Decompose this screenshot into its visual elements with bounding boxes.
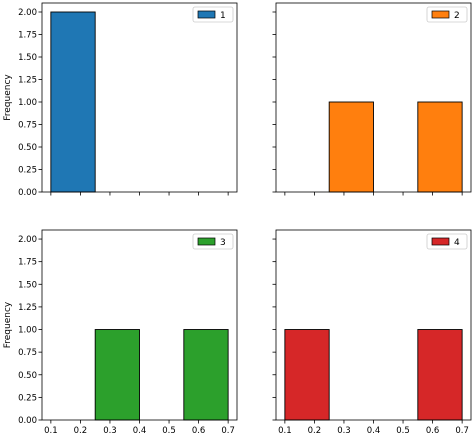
subplot-1: 0.00 0.25 0.50 0.75 1.00 1.25 1.50 1.75 2.00 Freq…: [3, 2, 238, 198]
legend: 4: [426, 233, 468, 250]
legend-label: 3: [220, 238, 226, 248]
y-tick-label: 0.50: [18, 371, 37, 381]
legend-label: 2: [454, 11, 460, 21]
y-tick-label: 0.25: [18, 166, 37, 176]
histogram-bar: [94, 329, 140, 421]
y-axis-label: Frequency: [3, 301, 13, 348]
x-tick-label: 0.6: [426, 426, 440, 436]
y-tick-label: 1.00: [18, 326, 37, 336]
legend: 2: [426, 6, 468, 23]
y-tick-label: 1.75: [18, 31, 37, 41]
legend-swatch: [197, 10, 216, 19]
y-tick-label: 1.50: [18, 280, 37, 290]
histogram-bar: [417, 329, 463, 421]
x-tick-label: 0.2: [308, 426, 322, 436]
x-tick-label: 0.3: [337, 426, 351, 436]
histogram-bar: [183, 329, 229, 421]
y-tick-label: 0.00: [18, 188, 37, 198]
x-tick-label: 0.2: [74, 426, 88, 436]
legend-swatch: [431, 10, 450, 19]
y-tick-label: 1.00: [18, 98, 37, 108]
y-tick-label: 0.75: [18, 121, 37, 131]
subplot-4: 0.1 0.2 0.3 0.4 0.5 0.6 0.7 4: [272, 229, 472, 436]
x-tick-label: 0.6: [192, 426, 206, 436]
y-axis-label: Frequency: [3, 74, 13, 121]
x-tick-label: 0.5: [162, 426, 176, 436]
y-tick-label: 0.25: [18, 393, 37, 403]
y-tick-label: 0.00: [18, 416, 37, 426]
subplot-3: 0.00 0.25 0.50 0.75 1.00 1.25 1.50 1.75 2.00 0.1 0…: [3, 229, 238, 436]
y-tick-label: 1.25: [18, 303, 37, 313]
histogram-bar: [417, 101, 463, 193]
legend-label: 1: [220, 11, 226, 21]
legend-swatch: [197, 237, 216, 246]
legend-label: 4: [454, 238, 460, 248]
legend: 1: [192, 6, 234, 23]
y-tick-label: 1.50: [18, 53, 37, 63]
y-tick-label: 2.00: [18, 235, 37, 245]
y-tick-label: 1.75: [18, 258, 37, 268]
x-tick-label: 0.1: [44, 426, 58, 436]
x-tick-label: 0.5: [396, 426, 410, 436]
histogram-bar: [284, 329, 330, 421]
subplot-2: 2: [272, 2, 472, 196]
x-tick-label: 0.7: [455, 426, 469, 436]
legend: 3: [192, 233, 234, 250]
x-tick-label: 0.3: [103, 426, 117, 436]
y-tick-label: 0.50: [18, 143, 37, 153]
legend-swatch: [431, 237, 450, 246]
histogram-bar: [328, 101, 374, 193]
x-tick-label: 0.1: [278, 426, 292, 436]
x-tick-label: 0.4: [367, 426, 381, 436]
y-tick-label: 2.00: [18, 8, 37, 18]
histogram-bar: [50, 11, 96, 193]
y-tick-label: 0.75: [18, 348, 37, 358]
y-tick-label: 1.25: [18, 76, 37, 86]
x-tick-label: 0.4: [133, 426, 147, 436]
x-tick-label: 0.7: [221, 426, 235, 436]
